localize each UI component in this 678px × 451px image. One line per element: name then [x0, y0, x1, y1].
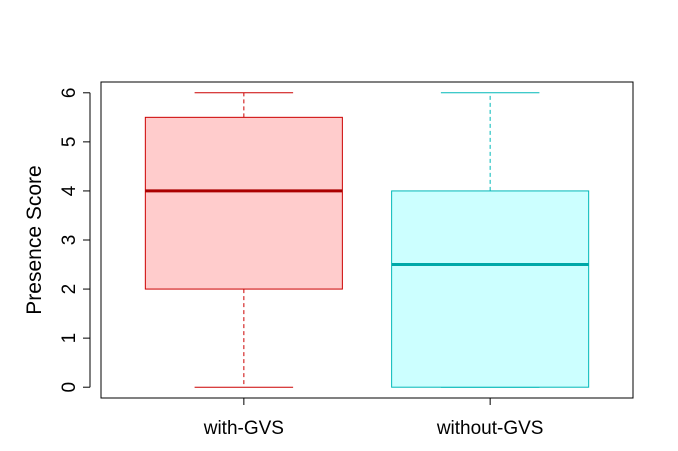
iqr-box	[144, 116, 343, 290]
y-axis-label: Presence Score	[23, 165, 46, 314]
box-with-GVS	[144, 92, 343, 388]
plot-frame	[100, 81, 634, 399]
iqr-box	[391, 190, 590, 388]
x-tick-label: with-GVS	[203, 418, 284, 439]
box-without-GVS	[391, 92, 590, 388]
y-tick-label: 0	[59, 382, 80, 393]
y-tick-label: 2	[59, 284, 80, 295]
box-series	[144, 92, 590, 388]
x-axis: with-GVS without-GVS	[203, 398, 544, 439]
y-tick-label: 3	[59, 235, 80, 246]
y-axis: 0 1 2 3 4 5 6	[59, 88, 91, 393]
y-tick-label: 6	[59, 88, 80, 99]
x-tick-label: without-GVS	[436, 418, 544, 439]
y-tick-label: 1	[59, 333, 80, 344]
y-tick-label: 5	[59, 137, 80, 148]
y-tick-label: 4	[59, 185, 80, 196]
